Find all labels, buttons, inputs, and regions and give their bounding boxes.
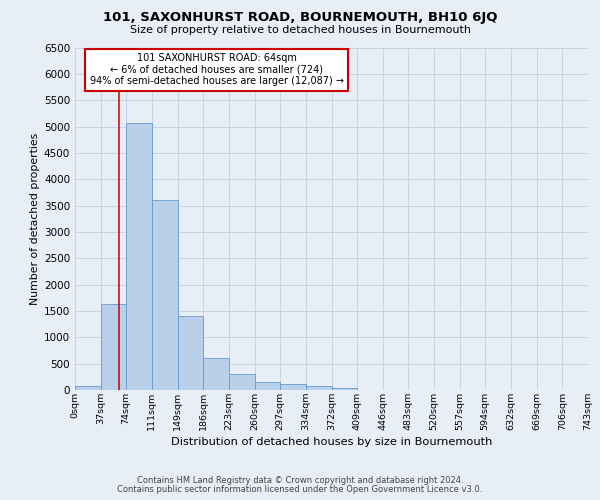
Text: Size of property relative to detached houses in Bournemouth: Size of property relative to detached ho… — [130, 25, 470, 35]
Text: Contains public sector information licensed under the Open Government Licence v3: Contains public sector information licen… — [118, 485, 482, 494]
Bar — [152, 200, 178, 390]
Text: 101 SAXONHURST ROAD: 64sqm
← 6% of detached houses are smaller (724)
94% of semi: 101 SAXONHURST ROAD: 64sqm ← 6% of detac… — [89, 53, 344, 86]
Bar — [203, 358, 229, 390]
Text: Contains HM Land Registry data © Crown copyright and database right 2024.: Contains HM Land Registry data © Crown c… — [137, 476, 463, 485]
X-axis label: Distribution of detached houses by size in Bournemouth: Distribution of detached houses by size … — [171, 437, 492, 447]
Bar — [178, 316, 203, 390]
Bar — [126, 122, 152, 390]
Bar — [229, 374, 254, 390]
Text: 101, SAXONHURST ROAD, BOURNEMOUTH, BH10 6JQ: 101, SAXONHURST ROAD, BOURNEMOUTH, BH10 … — [103, 12, 497, 24]
Bar — [101, 304, 126, 390]
Y-axis label: Number of detached properties: Number of detached properties — [30, 132, 40, 305]
Bar — [75, 386, 101, 390]
Bar — [280, 384, 305, 390]
Bar — [254, 382, 280, 390]
Bar — [332, 388, 358, 390]
Bar — [305, 386, 332, 390]
